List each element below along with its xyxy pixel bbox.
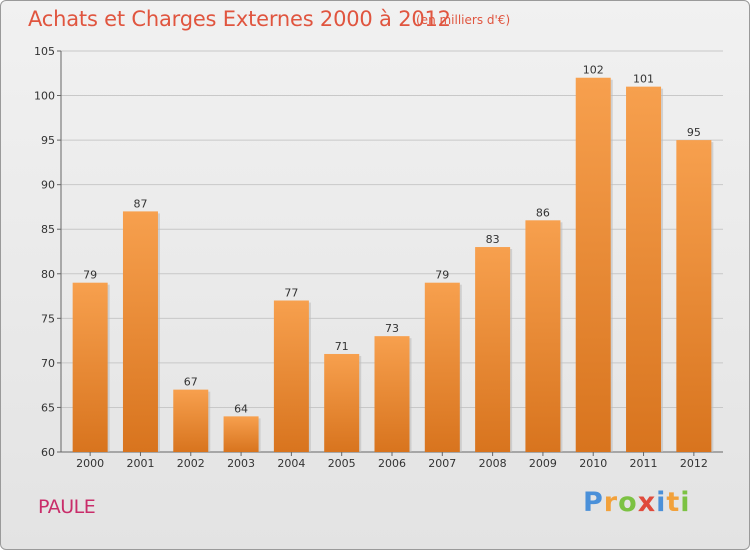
x-tick-label: 2005 [328,457,356,470]
logo-letter: i [656,487,667,518]
x-tick-label: 2007 [428,457,456,470]
x-tick-label: 2012 [680,457,708,470]
data-label: 79 [435,269,449,282]
x-tick-label: 2002 [177,457,205,470]
y-tick-label: 95 [41,134,55,147]
y-tick-label: 70 [41,357,55,370]
x-tick-label: 2009 [529,457,557,470]
bar [122,211,158,452]
data-label: 71 [335,340,349,353]
y-tick-label: 75 [41,312,55,325]
data-label: 77 [284,287,298,300]
bar [374,336,410,452]
y-tick-label: 90 [41,179,55,192]
x-tick-label: 2008 [479,457,507,470]
proxiti-logo: Proxiti [583,487,691,518]
y-tick-label: 85 [41,223,55,236]
data-label: 64 [234,402,248,415]
y-tick-label: 100 [34,90,55,103]
bar [475,247,511,452]
y-tick-label: 65 [41,401,55,414]
data-label: 102 [583,64,604,77]
x-tick-label: 2011 [630,457,658,470]
bar [575,77,611,452]
bar [676,140,712,452]
bar [324,353,360,452]
bars [72,77,714,453]
x-tick-label: 2006 [378,457,406,470]
x-tick-label: 2004 [277,457,305,470]
chart-title: Achats et Charges Externes 2000 à 2012 [28,7,451,31]
data-label: 95 [687,126,701,139]
data-label: 73 [385,322,399,335]
bar [173,389,209,452]
y-tick-label: 105 [34,45,55,58]
bar [525,220,561,452]
chart-unit-note: (en milliers d'€) [416,13,511,27]
data-label: 67 [184,376,198,389]
bar [72,282,108,452]
logo-letter: t [666,487,681,518]
bar [626,86,662,453]
x-tick-label: 2001 [126,457,154,470]
commune-label: PAULE [38,496,96,518]
bar [223,416,259,452]
data-label: 101 [633,73,654,86]
x-tick-label: 2010 [579,457,607,470]
logo-letter: r [603,487,619,518]
y-tick-label: 80 [41,268,55,281]
data-label: 87 [133,197,147,210]
logo-letter: P [583,487,604,518]
logo-letter: o [618,487,638,518]
bar [424,282,460,452]
x-tick-label: 2003 [227,457,255,470]
x-tick-label: 2000 [76,457,104,470]
data-label: 83 [486,233,500,246]
logo-letter: x [637,487,657,518]
y-tick-label: 60 [41,446,55,459]
bar [273,300,309,452]
data-label: 86 [536,206,550,219]
data-label: 79 [83,269,97,282]
labels: 60 65 70 75 80 85 90 95 100 105 79 2000 87 2001 67 2002… [34,45,708,470]
logo-letter: i [680,487,691,518]
